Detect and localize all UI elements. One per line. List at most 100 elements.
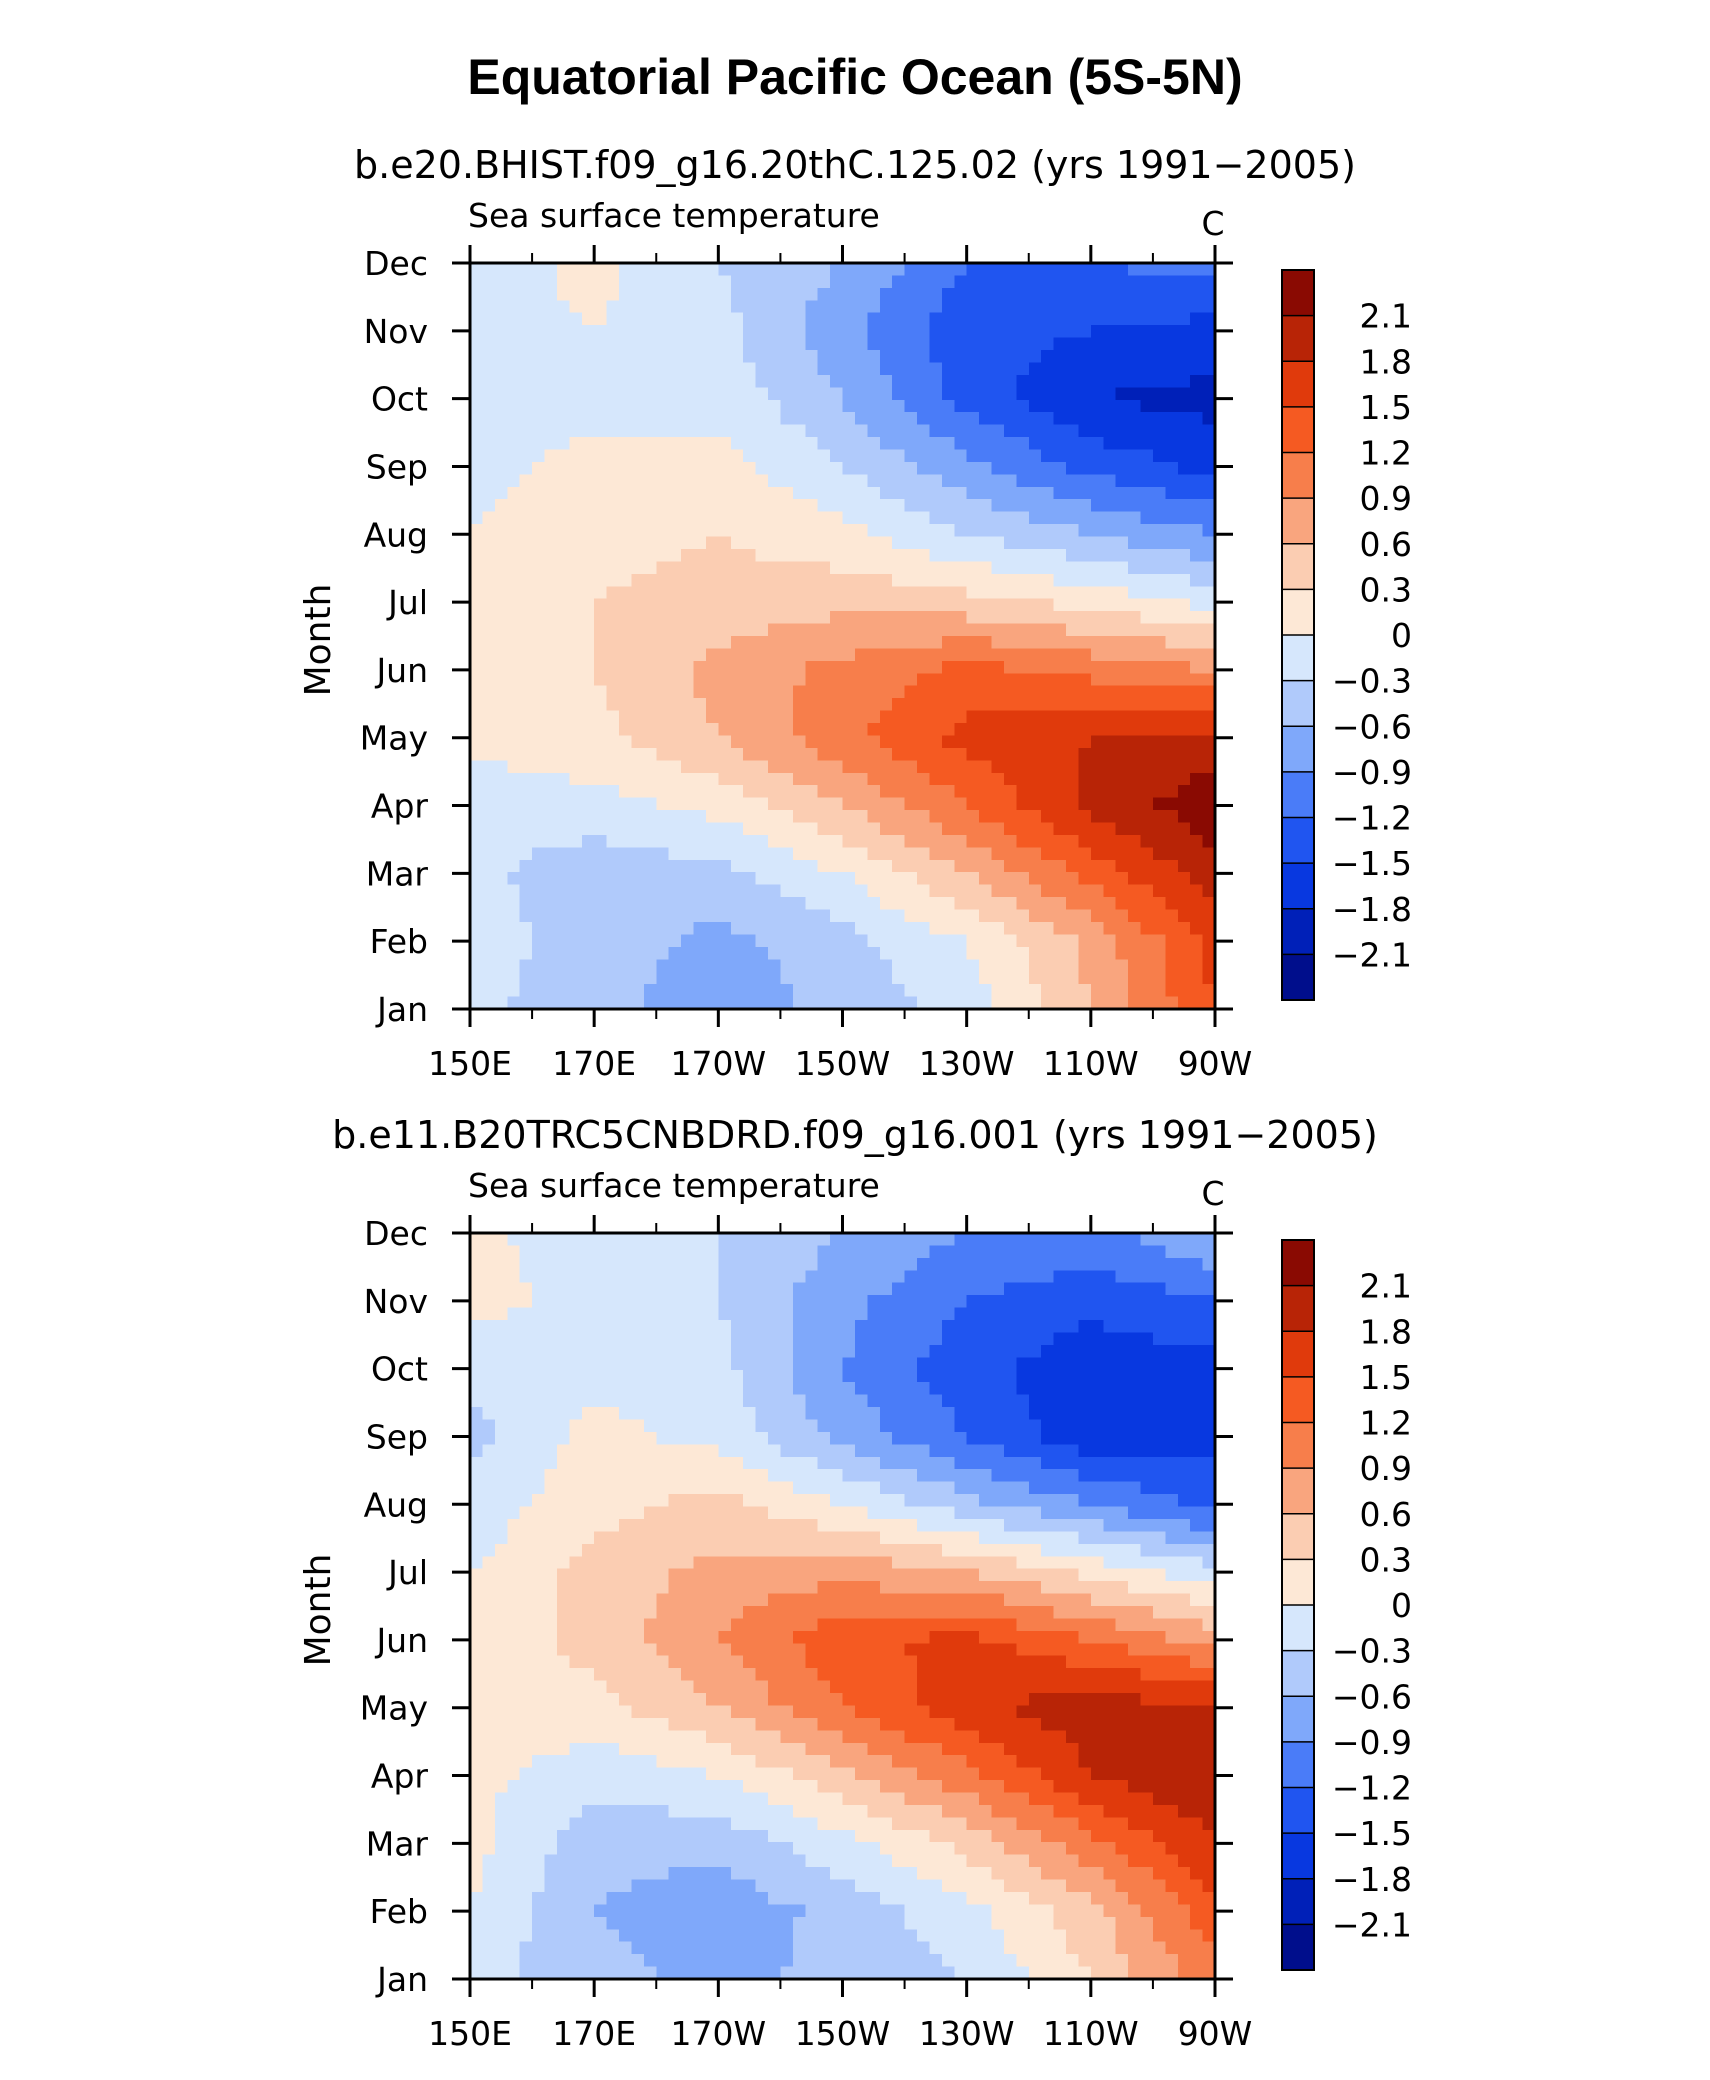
contour-cell	[768, 1332, 781, 1345]
contour-cell	[942, 412, 955, 425]
contour-cell	[1165, 537, 1178, 550]
contour-cell	[594, 350, 607, 363]
contour-cell	[855, 350, 868, 363]
contour-cell	[1165, 375, 1178, 388]
contour-cell	[1141, 524, 1154, 537]
contour-cell	[706, 611, 719, 624]
contour-cell	[967, 698, 980, 711]
contour-cell	[594, 910, 607, 923]
contour-cell	[532, 586, 545, 599]
contour-cell	[743, 823, 756, 836]
contour-cell	[731, 785, 744, 798]
contour-cell	[892, 748, 905, 761]
contour-cell	[1078, 711, 1091, 724]
contour-cell	[470, 810, 483, 823]
contour-cell	[706, 313, 719, 326]
contour-cell	[1153, 785, 1166, 798]
contour-cell	[892, 922, 905, 935]
panel-title: b.e11.B20TRC5CNBDRD.f09_g16.001 (yrs 199…	[332, 1113, 1378, 1157]
contour-cell	[631, 711, 644, 724]
contour-cell	[706, 735, 719, 748]
contour-cell	[780, 412, 793, 425]
contour-cell	[1153, 1382, 1166, 1395]
contour-cell	[1128, 1432, 1141, 1445]
contour-cell	[805, 711, 818, 724]
contour-cell	[482, 474, 495, 487]
contour-cell	[954, 325, 967, 338]
contour-cell	[718, 1420, 731, 1433]
contour-cell	[780, 823, 793, 836]
contour-cell	[669, 263, 682, 276]
contour-cell	[520, 698, 533, 711]
contour-cell	[805, 1420, 818, 1433]
contour-cell	[656, 437, 669, 450]
contour-cell	[1141, 723, 1154, 736]
contour-cell	[507, 425, 520, 438]
contour-cell	[532, 499, 545, 512]
contour-cell	[669, 959, 682, 972]
contour-cell	[1153, 885, 1166, 898]
contour-cell	[656, 847, 669, 860]
contour-cell	[855, 325, 868, 338]
contour-cell	[470, 387, 483, 400]
contour-cell	[507, 1395, 520, 1408]
contour-cell	[805, 1407, 818, 1420]
contour-cell	[594, 325, 607, 338]
contour-cell	[743, 934, 756, 947]
contour-cell	[1004, 450, 1017, 463]
contour-cell	[805, 450, 818, 463]
contour-cell	[892, 947, 905, 960]
contour-cell	[1054, 723, 1067, 736]
contour-cell	[619, 263, 632, 276]
contour-cell	[569, 1283, 582, 1296]
contour-cell	[619, 1357, 632, 1370]
contour-cell	[1128, 723, 1141, 736]
contour-cell	[1116, 798, 1129, 811]
contour-cell	[818, 288, 831, 301]
contour-cell	[942, 798, 955, 811]
contour-cell	[1078, 1407, 1091, 1420]
contour-cell	[743, 1345, 756, 1358]
contour-cell	[843, 586, 856, 599]
contour-cell	[1165, 1345, 1178, 1358]
contour-cell	[507, 959, 520, 972]
contour-cell	[1165, 1295, 1178, 1308]
contour-cell	[582, 437, 595, 450]
contour-cell	[1054, 673, 1067, 686]
contour-cell	[1029, 798, 1042, 811]
contour-cell	[830, 673, 843, 686]
contour-cell	[1016, 1370, 1029, 1383]
contour-cell	[979, 450, 992, 463]
contour-cell	[656, 1270, 669, 1283]
contour-cell	[1078, 661, 1091, 674]
contour-cell	[1041, 1457, 1054, 1470]
contour-cell	[818, 1457, 831, 1470]
contour-cell	[954, 1283, 967, 1296]
contour-cell	[830, 984, 843, 997]
contour-cell	[979, 1370, 992, 1383]
contour-cell	[1190, 860, 1203, 873]
contour-cell	[954, 624, 967, 637]
contour-cell	[694, 325, 707, 338]
contour-cell	[967, 910, 980, 923]
contour-cell	[954, 338, 967, 351]
contour-cell	[867, 1283, 880, 1296]
contour-cell	[843, 300, 856, 313]
contour-cell	[669, 723, 682, 736]
contour-cell	[1178, 785, 1191, 798]
contour-cell	[929, 1469, 942, 1482]
contour-cell	[805, 972, 818, 985]
contour-cell	[1103, 537, 1116, 550]
contour-cell	[1054, 1233, 1067, 1246]
contour-cell	[756, 300, 769, 313]
contour-cell	[1004, 300, 1017, 313]
contour-cell	[818, 748, 831, 761]
contour-cell	[743, 947, 756, 960]
contour-cell	[880, 1357, 893, 1370]
contour-cell	[1078, 1245, 1091, 1258]
contour-cell	[942, 1469, 955, 1482]
contour-cell	[1128, 698, 1141, 711]
contour-cell	[731, 512, 744, 525]
contour-cell	[545, 338, 558, 351]
contour-cell	[1029, 300, 1042, 313]
